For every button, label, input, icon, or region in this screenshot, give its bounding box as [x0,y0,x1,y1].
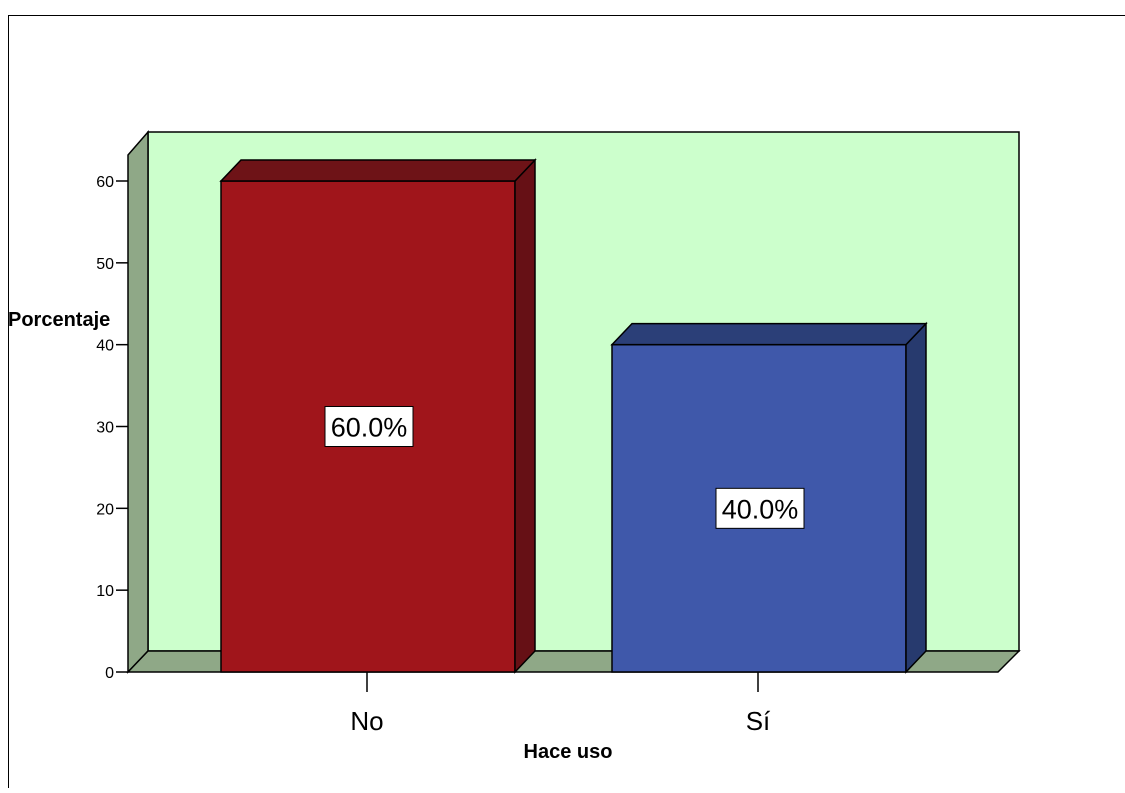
left-wall [128,132,148,672]
y-tick-label: 60 [96,174,114,191]
y-axis-title: Porcentaje [8,309,110,331]
x-axis: No Sí [350,672,771,736]
x-tick-label: No [350,706,383,736]
y-tick-label: 0 [105,665,114,682]
data-label: 60.0% [331,413,408,443]
bar-top [221,160,535,181]
y-tick-label: 20 [96,501,114,518]
y-axis: 0 10 20 30 40 50 60 [96,174,128,682]
bar-side [906,324,926,672]
y-tick-label: 50 [96,256,114,273]
data-label: 40.0% [722,494,799,524]
x-tick-label: Sí [746,706,771,736]
y-tick-label: 10 [96,583,114,600]
x-axis-title: Hace uso [524,741,613,763]
y-tick-label: 40 [96,338,114,355]
bar-top [612,324,926,345]
bar-side [515,160,535,672]
y-tick-label: 30 [96,420,114,437]
